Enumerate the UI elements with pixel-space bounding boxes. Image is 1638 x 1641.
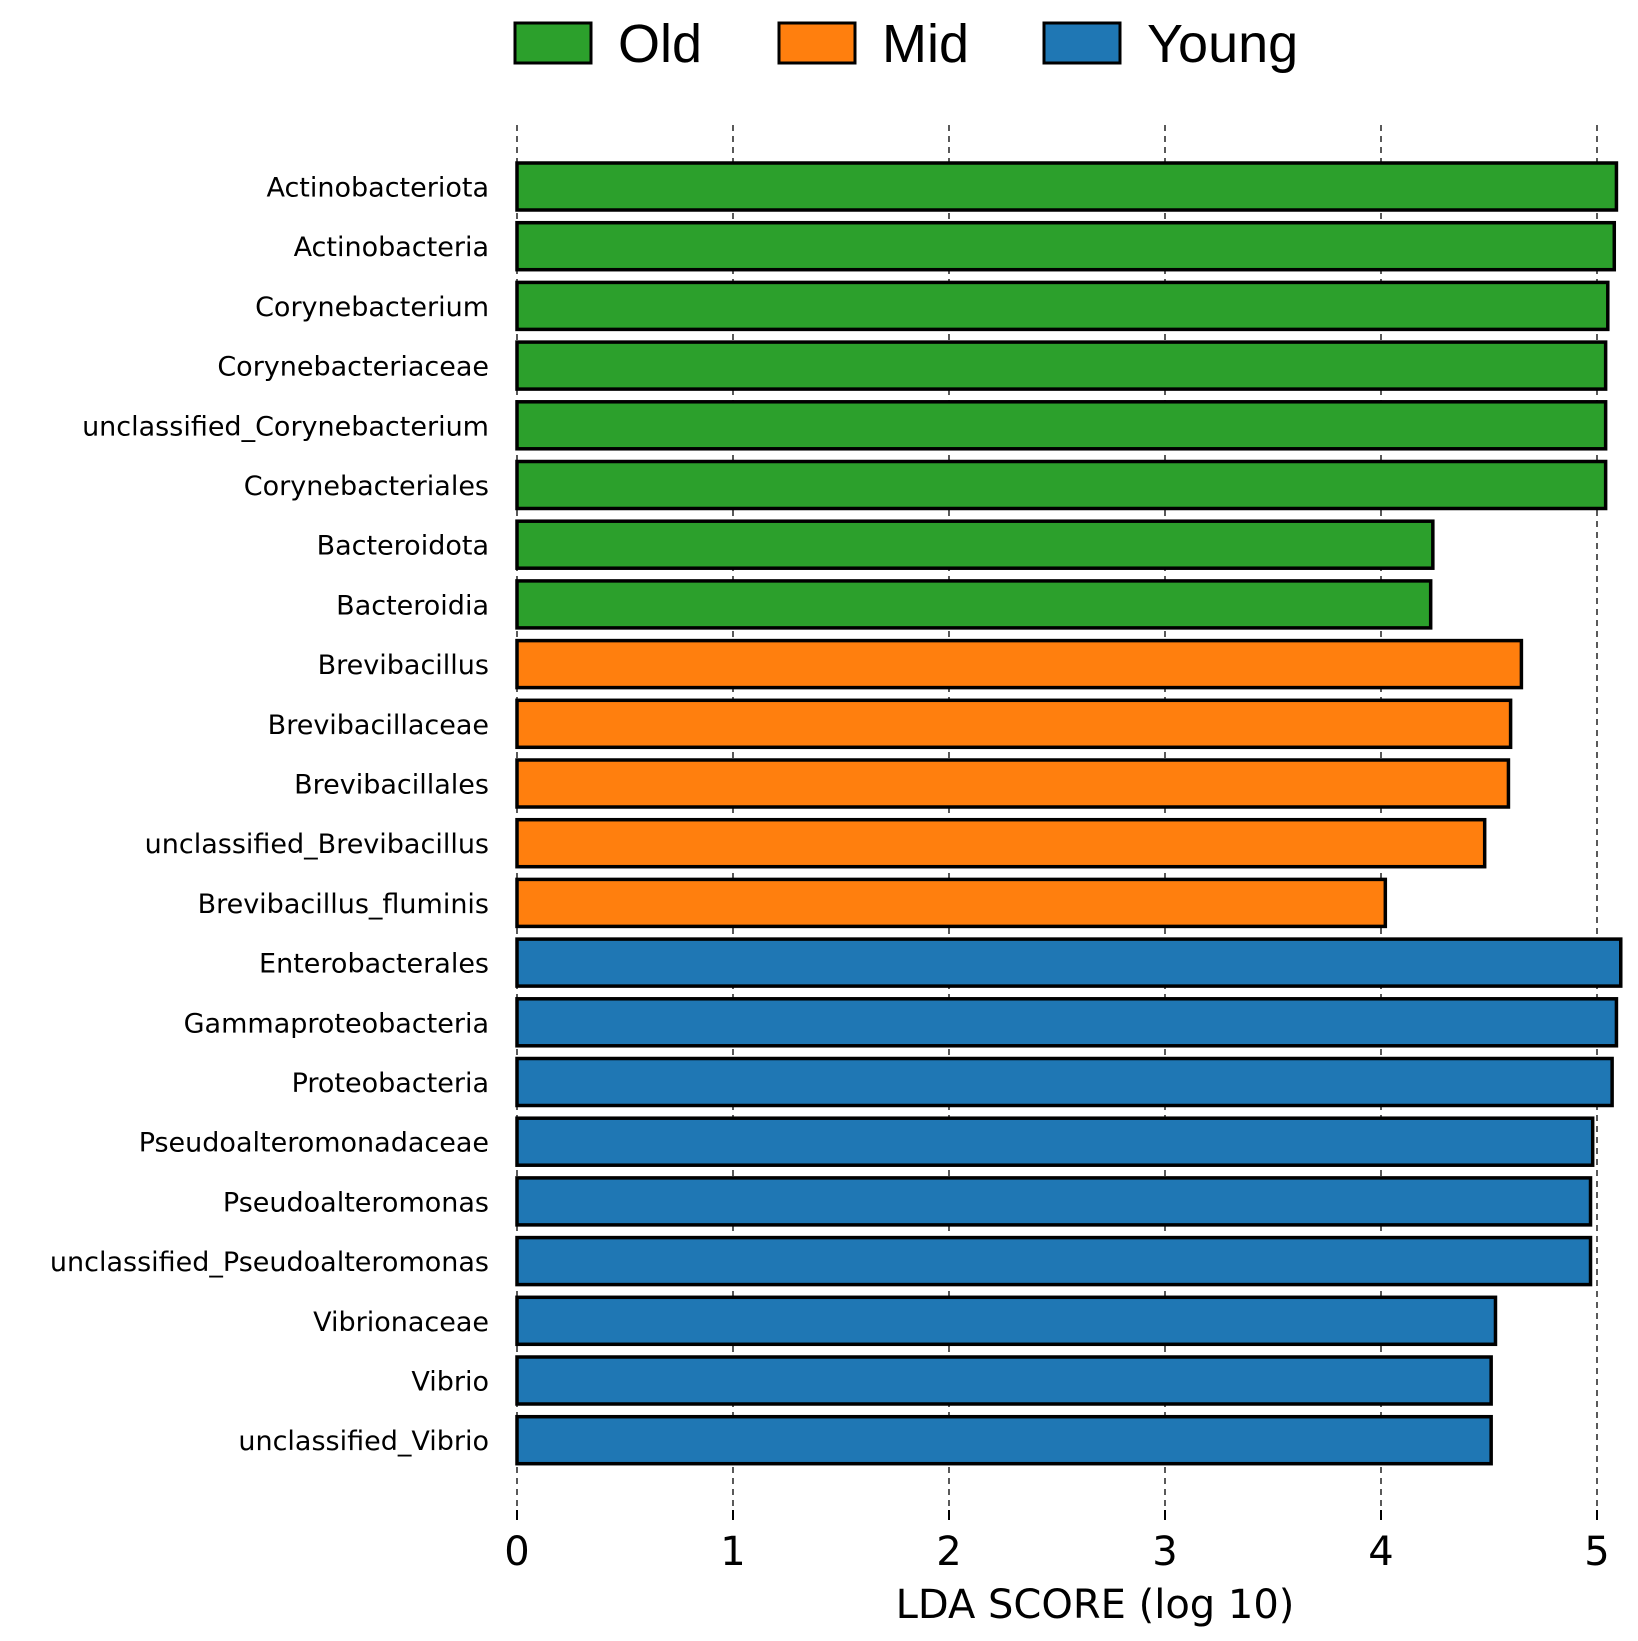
category-label: Bacteroidota [317,531,489,562]
bar-corynebacteriales [515,459,1608,511]
bar-corynebacterium [515,280,1610,332]
bar-bacteroidota [515,519,1435,570]
bar-enterobacterales [515,937,1623,988]
legend-label-old: Old [618,14,702,74]
category-label: unclassified_Vibrio [238,1426,489,1457]
category-label: unclassified_Pseudoalteromonas [50,1247,489,1278]
x-tick-label-0: 0 [504,1529,529,1575]
x-tick-label-3: 3 [1152,1529,1177,1575]
x-axis-title: LDA SCORE (log 10) [896,1582,1295,1628]
x-axis: 0 1 2 3 4 5 [504,1510,1610,1575]
bar-gammaproteobacteria [515,997,1619,1048]
bar-vibrionaceae [515,1295,1498,1347]
legend-swatch-old [513,21,593,65]
category-label: unclassified_Brevibacillus [145,829,489,860]
category-label: Pseudoalteromonadaceae [139,1128,489,1159]
bar-bacteroidia [515,579,1433,630]
bar-brevibacillaceae [515,698,1513,750]
legend-swatch-young [1042,21,1122,65]
category-label: Brevibacillus [318,650,489,681]
category-label: Gammaproteobacteria [184,1008,489,1039]
category-label: Brevibacillus_fluminis [198,889,489,920]
category-label: Brevibacillaceae [268,710,489,741]
category-label: Vibrionaceae [313,1307,489,1338]
bar-proteobacteria [515,1056,1614,1108]
bar-brevibacillus-fluminis [515,877,1388,929]
bars [515,161,1623,1466]
bar-brevibacillus [515,638,1524,690]
bar-vibrio [515,1355,1493,1406]
x-tick-label-5: 5 [1584,1529,1609,1575]
category-label: Proteobacteria [292,1068,489,1099]
bar-unclassified-vibrio [515,1414,1493,1466]
bar-actinobacteria [515,220,1617,272]
x-tick-label-4: 4 [1368,1529,1393,1575]
category-label: Corynebacteriales [244,471,489,502]
bar-brevibacillales [515,758,1511,809]
category-label: Brevibacillales [294,770,489,801]
category-label: Enterobacterales [259,949,489,980]
legend: Old Mid Young [513,14,1298,74]
category-label: Bacteroidia [336,590,489,621]
category-label: unclassified_Corynebacterium [82,411,489,442]
category-label: Actinobacteria [294,232,489,263]
legend-swatch-mid [777,21,857,65]
category-label: Pseudoalteromonas [223,1187,489,1218]
bar-unclassified-brevibacillus [515,817,1487,869]
bar-pseudoalteromonadaceae [515,1116,1595,1167]
bar-pseudoalteromonas [515,1176,1593,1227]
category-label: Corynebacterium [255,292,489,323]
category-label: Actinobacteriota [266,173,489,204]
bar-actinobacteriota [515,161,1619,212]
category-labels: Actinobacteriota Actinobacteria Corynebact… [50,173,489,1458]
category-label: Vibrio [411,1367,489,1398]
bar-unclassified-pseudoalteromonas [515,1235,1593,1287]
legend-label-young: Young [1147,14,1298,74]
legend-label-mid: Mid [882,14,969,74]
x-tick-label-2: 2 [936,1529,961,1575]
bar-corynebacteriaceae [515,340,1608,391]
category-label: Corynebacteriaceae [217,352,489,383]
bar-unclassified-corynebacterium [515,400,1608,451]
x-tick-label-1: 1 [720,1529,745,1575]
